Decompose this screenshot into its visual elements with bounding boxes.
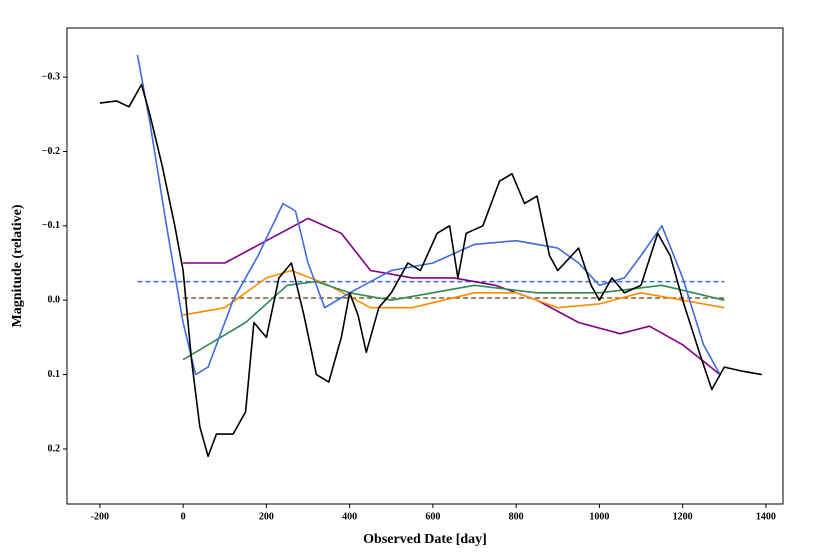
y-tick-label: −0.3 [42,71,60,82]
y-axis-label: Magnitude (relative) [10,204,25,327]
x-tick-label: -200 [91,511,109,522]
series-line [183,217,721,376]
x-tick-label: 1000 [589,511,609,522]
y-tick-label: 0.0 [48,295,61,306]
series-line [182,280,725,361]
x-tick-label: 600 [425,511,440,522]
x-tick-label: 200 [259,511,274,522]
plot-frame [66,27,784,505]
x-tick-label: 1200 [673,511,693,522]
series-line [99,83,762,458]
series-line [136,54,721,376]
series-line [182,269,725,316]
y-tick-label: −0.1 [42,220,60,231]
y-tick-label: −0.2 [42,146,60,157]
x-tick-label: 0 [181,511,186,522]
y-tick-label: 0.2 [48,443,61,454]
x-axis-label: Observed Date [day] [363,532,487,547]
x-tick-label: 1400 [756,511,776,522]
y-tick-label: 0.1 [48,369,61,380]
x-tick-label: 400 [342,511,357,522]
x-tick-label: 800 [509,511,524,522]
